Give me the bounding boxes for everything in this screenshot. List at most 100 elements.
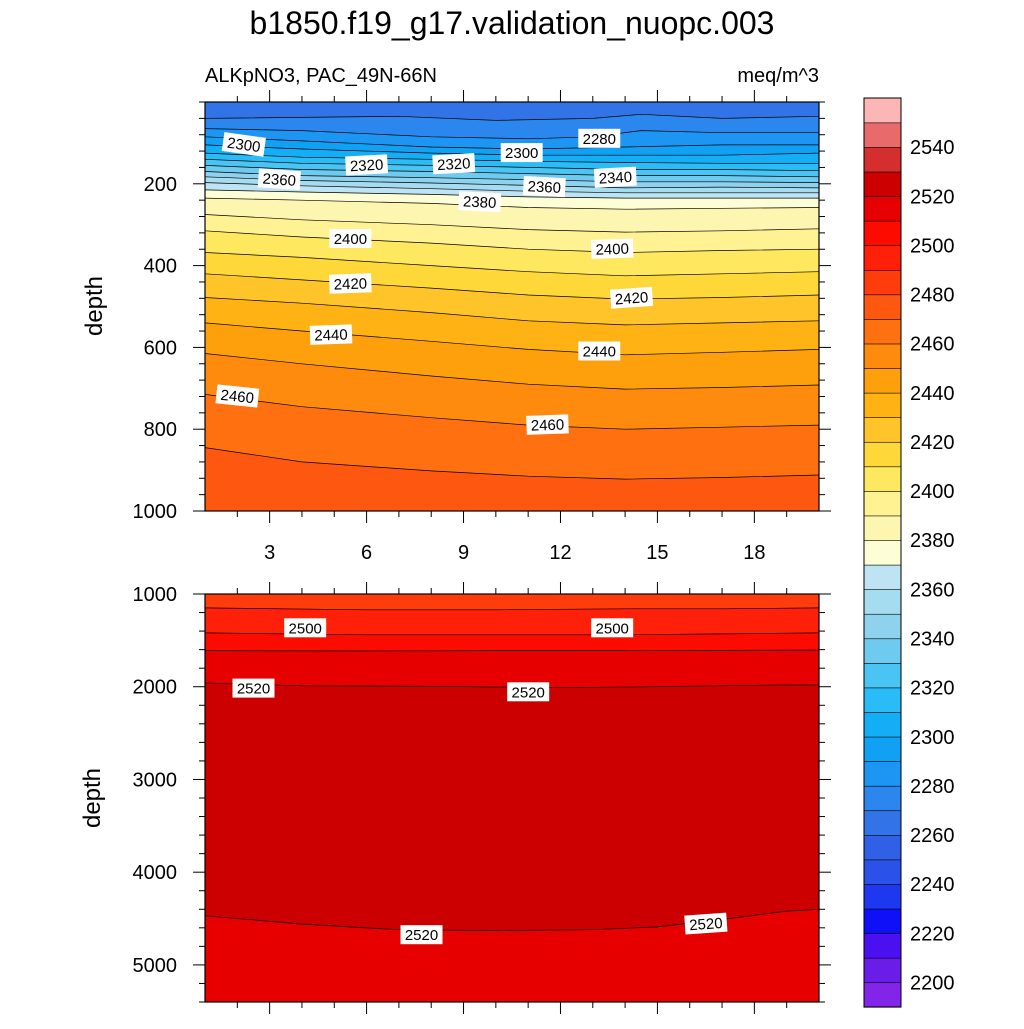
right-subtitle: meq/m^3 xyxy=(737,65,819,87)
colorbar-swatch xyxy=(863,564,902,590)
colorbar-tick-label: 2280 xyxy=(910,776,955,798)
contour-label: 2500 xyxy=(284,618,327,638)
colorbar-swatch xyxy=(863,539,902,566)
lower-panel: 2500 2500 2520 2520 2520 2520 1000 2000 3000 400… xyxy=(79,582,831,1014)
contour-label-box xyxy=(432,153,476,175)
y-tick-label: 600 xyxy=(144,337,177,359)
contour-label: 2460 xyxy=(215,384,260,408)
lower-panel-contour-labels: 2500 2500 2520 2520 2520 2520 xyxy=(232,618,728,945)
contour-label-box xyxy=(526,414,569,435)
contour-label: 2400 xyxy=(590,238,634,259)
contour-label-text: 2320 xyxy=(437,155,471,174)
contour-band xyxy=(205,394,819,480)
contour-label: 2520 xyxy=(507,682,550,702)
contour-label: 2420 xyxy=(609,286,654,309)
contour-label-box xyxy=(329,229,372,248)
contour-band xyxy=(205,102,819,121)
contour-band xyxy=(205,114,819,139)
colorbar-swatch xyxy=(863,515,902,541)
contour-label-box xyxy=(284,618,327,638)
contour-label-text: 2380 xyxy=(463,193,497,212)
colorbar-swatch xyxy=(863,638,902,664)
colorbar-tick-label: 2260 xyxy=(910,825,955,847)
contour-line-2470 xyxy=(205,447,819,480)
contour-line-2270 xyxy=(205,113,819,121)
contour-label: 2360 xyxy=(522,176,566,198)
contour-line-2420 xyxy=(205,273,819,300)
contour-label-box xyxy=(590,238,634,259)
contour-label-text: 2360 xyxy=(527,178,561,197)
colorbar-swatch xyxy=(863,367,902,394)
figure-title: b1850.f19_g17.validation_nuopc.003 xyxy=(250,5,775,41)
colorbar-tick-label: 2240 xyxy=(910,874,955,896)
contour-label-box xyxy=(215,384,260,408)
y-tick-label: 2000 xyxy=(133,677,178,699)
contour-label-text: 2520 xyxy=(512,684,545,701)
contour-label-text: 2440 xyxy=(583,344,616,361)
contour-label-text: 2420 xyxy=(614,289,648,308)
contour-band xyxy=(205,594,819,610)
colorbar-swatch xyxy=(863,810,902,836)
contour-label-box xyxy=(345,154,389,176)
contour-label-box xyxy=(257,168,301,191)
x-tick-label: 9 xyxy=(458,542,469,564)
contour-line-2390 xyxy=(205,214,819,233)
y-tick-label: 800 xyxy=(144,419,177,441)
contour-label-text: 2360 xyxy=(262,171,296,190)
contour-label-text: 2300 xyxy=(505,145,538,162)
contour-line-2380 xyxy=(205,197,819,210)
contour-label: 2360 xyxy=(257,168,301,191)
contour-label: 2520 xyxy=(232,678,275,698)
colorbar-tick-label: 2220 xyxy=(910,923,955,945)
contour-label-text: 2520 xyxy=(405,927,438,944)
contour-line-2440 xyxy=(205,322,819,356)
contour-label-text: 2440 xyxy=(314,327,348,345)
colorbar-swatch xyxy=(863,613,902,640)
colorbar-swatch xyxy=(863,662,902,689)
colorbar-tick-label: 2440 xyxy=(910,383,955,405)
colorbar-swatch xyxy=(863,122,902,148)
colorbar-swatch xyxy=(863,834,902,861)
colorbar-tick-label: 2300 xyxy=(910,727,955,749)
colorbar-swatch xyxy=(863,589,902,615)
contour-line-2520 xyxy=(205,908,819,931)
contour-line-2510 xyxy=(205,649,819,652)
x-tick-label: 6 xyxy=(361,542,372,564)
colorbar-swatch xyxy=(863,392,902,418)
contour-band xyxy=(205,159,819,177)
contour-label: 2320 xyxy=(345,154,389,176)
contour-label-box xyxy=(458,191,502,213)
contour-label-text: 2500 xyxy=(289,620,322,637)
contour-label-text: 2520 xyxy=(237,681,270,698)
contour-label-box xyxy=(400,925,443,945)
contour-label-box xyxy=(578,341,621,361)
contour-label-box xyxy=(522,176,566,198)
contour-label-text: 2340 xyxy=(598,169,632,188)
contour-label-text: 2280 xyxy=(583,131,616,148)
contour-line-2520 xyxy=(205,682,819,689)
colorbar-swatch xyxy=(863,736,902,762)
contour-band xyxy=(205,353,819,430)
colorbar-swatch xyxy=(863,761,902,787)
colorbar-swatch xyxy=(863,859,902,885)
contour-label-box xyxy=(578,128,621,148)
contour-label-text: 2460 xyxy=(220,387,255,407)
contour-band xyxy=(205,650,819,688)
upper-panel: 2300 2320 2320 2300 2280 2340 2360 2360 2380 2400… xyxy=(81,90,831,564)
contour-label-text: 2320 xyxy=(350,157,384,176)
colorbar-tick-label: 2200 xyxy=(910,972,955,994)
contour-label-box xyxy=(232,678,275,698)
contour-label-text: 2500 xyxy=(596,620,629,637)
contour-label-box xyxy=(507,682,550,702)
contour-label-box xyxy=(593,166,637,188)
contour-line-2410 xyxy=(205,252,819,277)
contour-label: 2320 xyxy=(432,153,476,175)
colorbar-tick-label: 2460 xyxy=(910,334,955,356)
y-tick-label: 200 xyxy=(144,174,177,196)
contour-label: 2300 xyxy=(221,132,266,157)
upper-panel-ylabel: depth xyxy=(81,276,108,336)
colorbar-swatch xyxy=(863,146,902,173)
upper-panel-axes: 3 6 9 12 15 18 200 400 600 800 1000 xyxy=(133,90,831,564)
colorbar-swatch xyxy=(863,466,902,492)
